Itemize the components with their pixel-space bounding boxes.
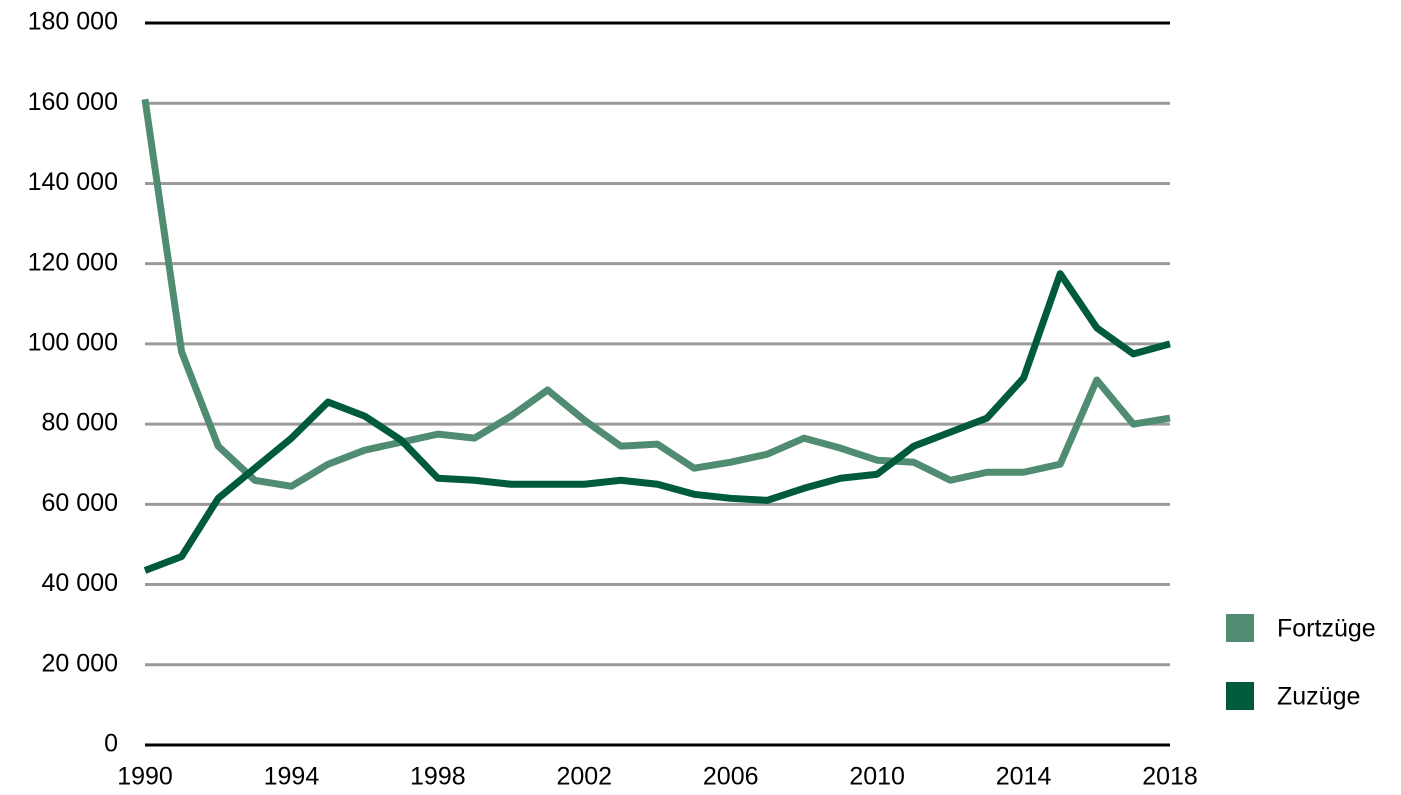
- y-tick-label: 160 000: [28, 88, 118, 116]
- y-tick-label: 180 000: [28, 8, 118, 36]
- line: [143, 270, 1171, 574]
- y-tick-label: 120 000: [28, 248, 118, 276]
- x-tick-label: 2018: [1142, 763, 1198, 791]
- line: [141, 98, 1171, 490]
- y-tick-label: 0: [104, 730, 118, 758]
- x-tick-label: 2006: [703, 763, 759, 791]
- x-tick-label: 1998: [410, 763, 466, 791]
- x-tick-label: 2002: [556, 763, 612, 791]
- x-tick-label: 2010: [849, 763, 905, 791]
- y-tick-label: 60 000: [42, 489, 118, 517]
- y-tick-label: 80 000: [42, 409, 118, 437]
- legend-swatch: [1226, 682, 1254, 710]
- y-tick-label: 40 000: [42, 569, 118, 597]
- x-tick-label: 1990: [117, 763, 173, 791]
- legend-label: Zuzüge: [1277, 683, 1360, 711]
- y-tick-label: 100 000: [28, 328, 118, 356]
- legend-label: Fortzüge: [1277, 615, 1376, 643]
- y-tick-label: 20 000: [42, 649, 118, 677]
- legend-swatch: [1226, 614, 1254, 642]
- x-tick-label: 2014: [996, 763, 1052, 791]
- x-tick-label: 1994: [264, 763, 320, 791]
- y-tick-label: 140 000: [28, 168, 118, 196]
